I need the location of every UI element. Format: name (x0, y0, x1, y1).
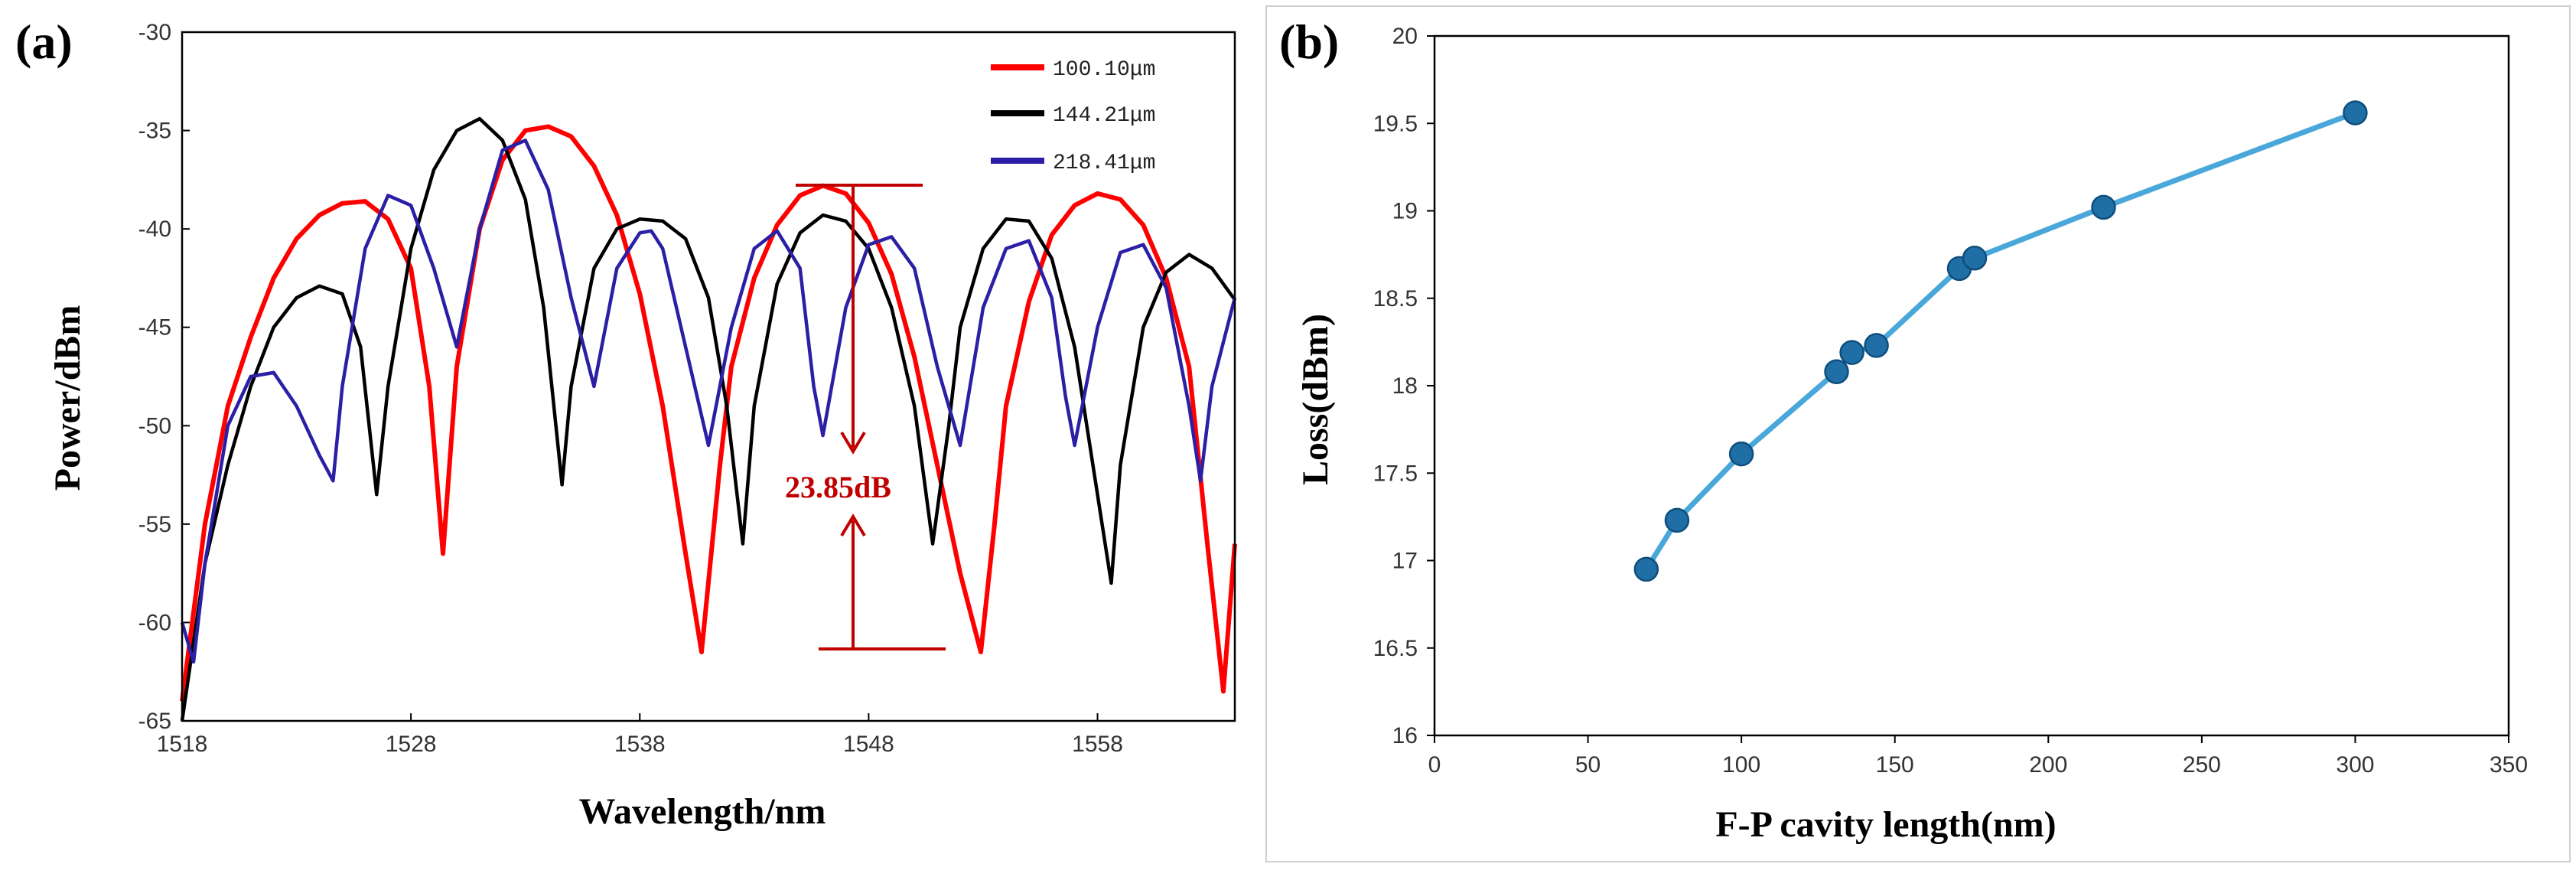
panel-a-series-line-0 (180, 124, 1237, 702)
panel-a-series-group (180, 116, 1237, 722)
panel-b-series-group (1633, 100, 2368, 582)
panel-b-data-point (1962, 245, 1988, 271)
panel-a-x-tick-label: 1538 (614, 732, 666, 757)
panel-b-data-point (1864, 333, 1889, 358)
panel-b-chart-area (1265, 5, 2571, 862)
panel-b-data-point (2091, 194, 2116, 220)
panel-b-plot-frame (1433, 34, 2510, 737)
panel-a-x-tick-label: 1558 (1072, 732, 1123, 757)
panel-b-data-point (1664, 507, 1690, 533)
panel-b-x-tick-label: 150 (1876, 752, 1914, 778)
panel-a-y-tick-label: -30 (138, 20, 171, 45)
panel-b-label: (b) (1279, 15, 1339, 69)
panel-b-y-tick-label: 16 (1392, 723, 1418, 748)
panel-b-x-tick-label: 50 (1575, 752, 1601, 778)
panel-b-y-tick-label: 16.5 (1373, 636, 1418, 661)
panel-b-series-line (1643, 110, 2356, 571)
panel-b-x-tick-label: 100 (1722, 752, 1760, 778)
panel-b-y-tick-label: 18 (1392, 373, 1418, 399)
legend-label-100um: 100.10μm (1053, 58, 1155, 82)
panel-b-y-axis-title: Loss(dBm) (1295, 314, 1336, 485)
panel-b-y-tick-label: 17 (1392, 549, 1418, 574)
panel-b-data-point (1839, 340, 1864, 365)
legend-label-144um: 144.21μm (1053, 104, 1155, 128)
panel-a-y-tick-label: -50 (138, 413, 171, 438)
panel-a-y-tick-label: -40 (138, 217, 171, 242)
panel-a-x-tick-label: 1548 (843, 732, 894, 757)
panel-b-y-tick-label: 18.5 (1373, 286, 1418, 311)
panel-a-y-tick-label: -45 (138, 315, 171, 341)
panel-b-x-tick-label: 350 (2490, 752, 2528, 778)
annotation-down-arrow-icon (840, 431, 866, 455)
panel-a-y-tick-label: -65 (138, 709, 171, 734)
panel-b-x-tick-labels: 0 50 100 150 200 250 300 350 (1428, 735, 2528, 778)
panel-b-x-tick-label: 200 (2029, 752, 2067, 778)
panel-b-y-tick-label: 20 (1392, 24, 1418, 49)
panel-a-y-tick-label: -35 (138, 119, 171, 144)
annotation-label: 23.85dB (785, 470, 891, 504)
panel-b-x-tick-label: 0 (1428, 752, 1441, 778)
panel-b-x-tick-label: 250 (2183, 752, 2221, 778)
panel-b-data-point (2343, 100, 2368, 126)
panel-a-y-tick-labels: -65 -60 -55 -50 -45 -40 -35 -30 (138, 20, 190, 734)
panel-b-y-tick-labels: 16 16.5 17 17.5 18 18.5 19 19.5 20 (1373, 24, 1435, 748)
panel-a-legend: 100.10μm 144.21μm 218.41μm (991, 58, 1155, 175)
panel-b-data-point (1633, 556, 1659, 582)
panel-a-annotation: 23.85dB (785, 184, 946, 650)
panel-b-data-point (1824, 359, 1849, 384)
panel-a-series-line-1 (180, 116, 1236, 722)
panel-a-y-tick-label: -55 (138, 512, 171, 537)
panel-a-x-tick-label: 1528 (386, 732, 437, 757)
panel-b-data-point (1728, 441, 1754, 467)
panel-a-series-line-2 (180, 139, 1237, 664)
panel-a-y-tick-label: -60 (138, 610, 171, 635)
panel-a-plot-frame (181, 31, 1236, 722)
panel-a-label: (a) (15, 15, 73, 69)
panel-a-x-tick-labels: 1518 1528 1538 1548 1558 (157, 713, 1123, 757)
panel-b-x-axis-title: F-P cavity length(nm) (1715, 804, 2056, 845)
panel-b-y-tick-label: 19.5 (1373, 111, 1418, 136)
panel-a-x-axis-title: Wavelength/nm (579, 791, 826, 832)
panel-a-y-axis-title: Power/dBm (47, 305, 88, 491)
panel-b-loss-chart: (b) 16 16.5 17 17.5 18 18.5 19 19.5 20 0 50 100 150… (1265, 5, 2571, 862)
panel-a-x-tick-label: 1518 (157, 732, 208, 757)
panel-b-y-tick-label: 19 (1392, 199, 1418, 224)
annotation-up-arrow-icon (840, 513, 866, 537)
panel-b-y-tick-label: 17.5 (1373, 461, 1418, 486)
panel-b-x-tick-label: 300 (2336, 752, 2374, 778)
panel-a-spectrum-chart: (a) -65 -60 -55 -50 -45 -40 -35 -30 1518 1528 153… (15, 15, 1237, 832)
legend-label-218um: 218.41μm (1053, 152, 1155, 175)
